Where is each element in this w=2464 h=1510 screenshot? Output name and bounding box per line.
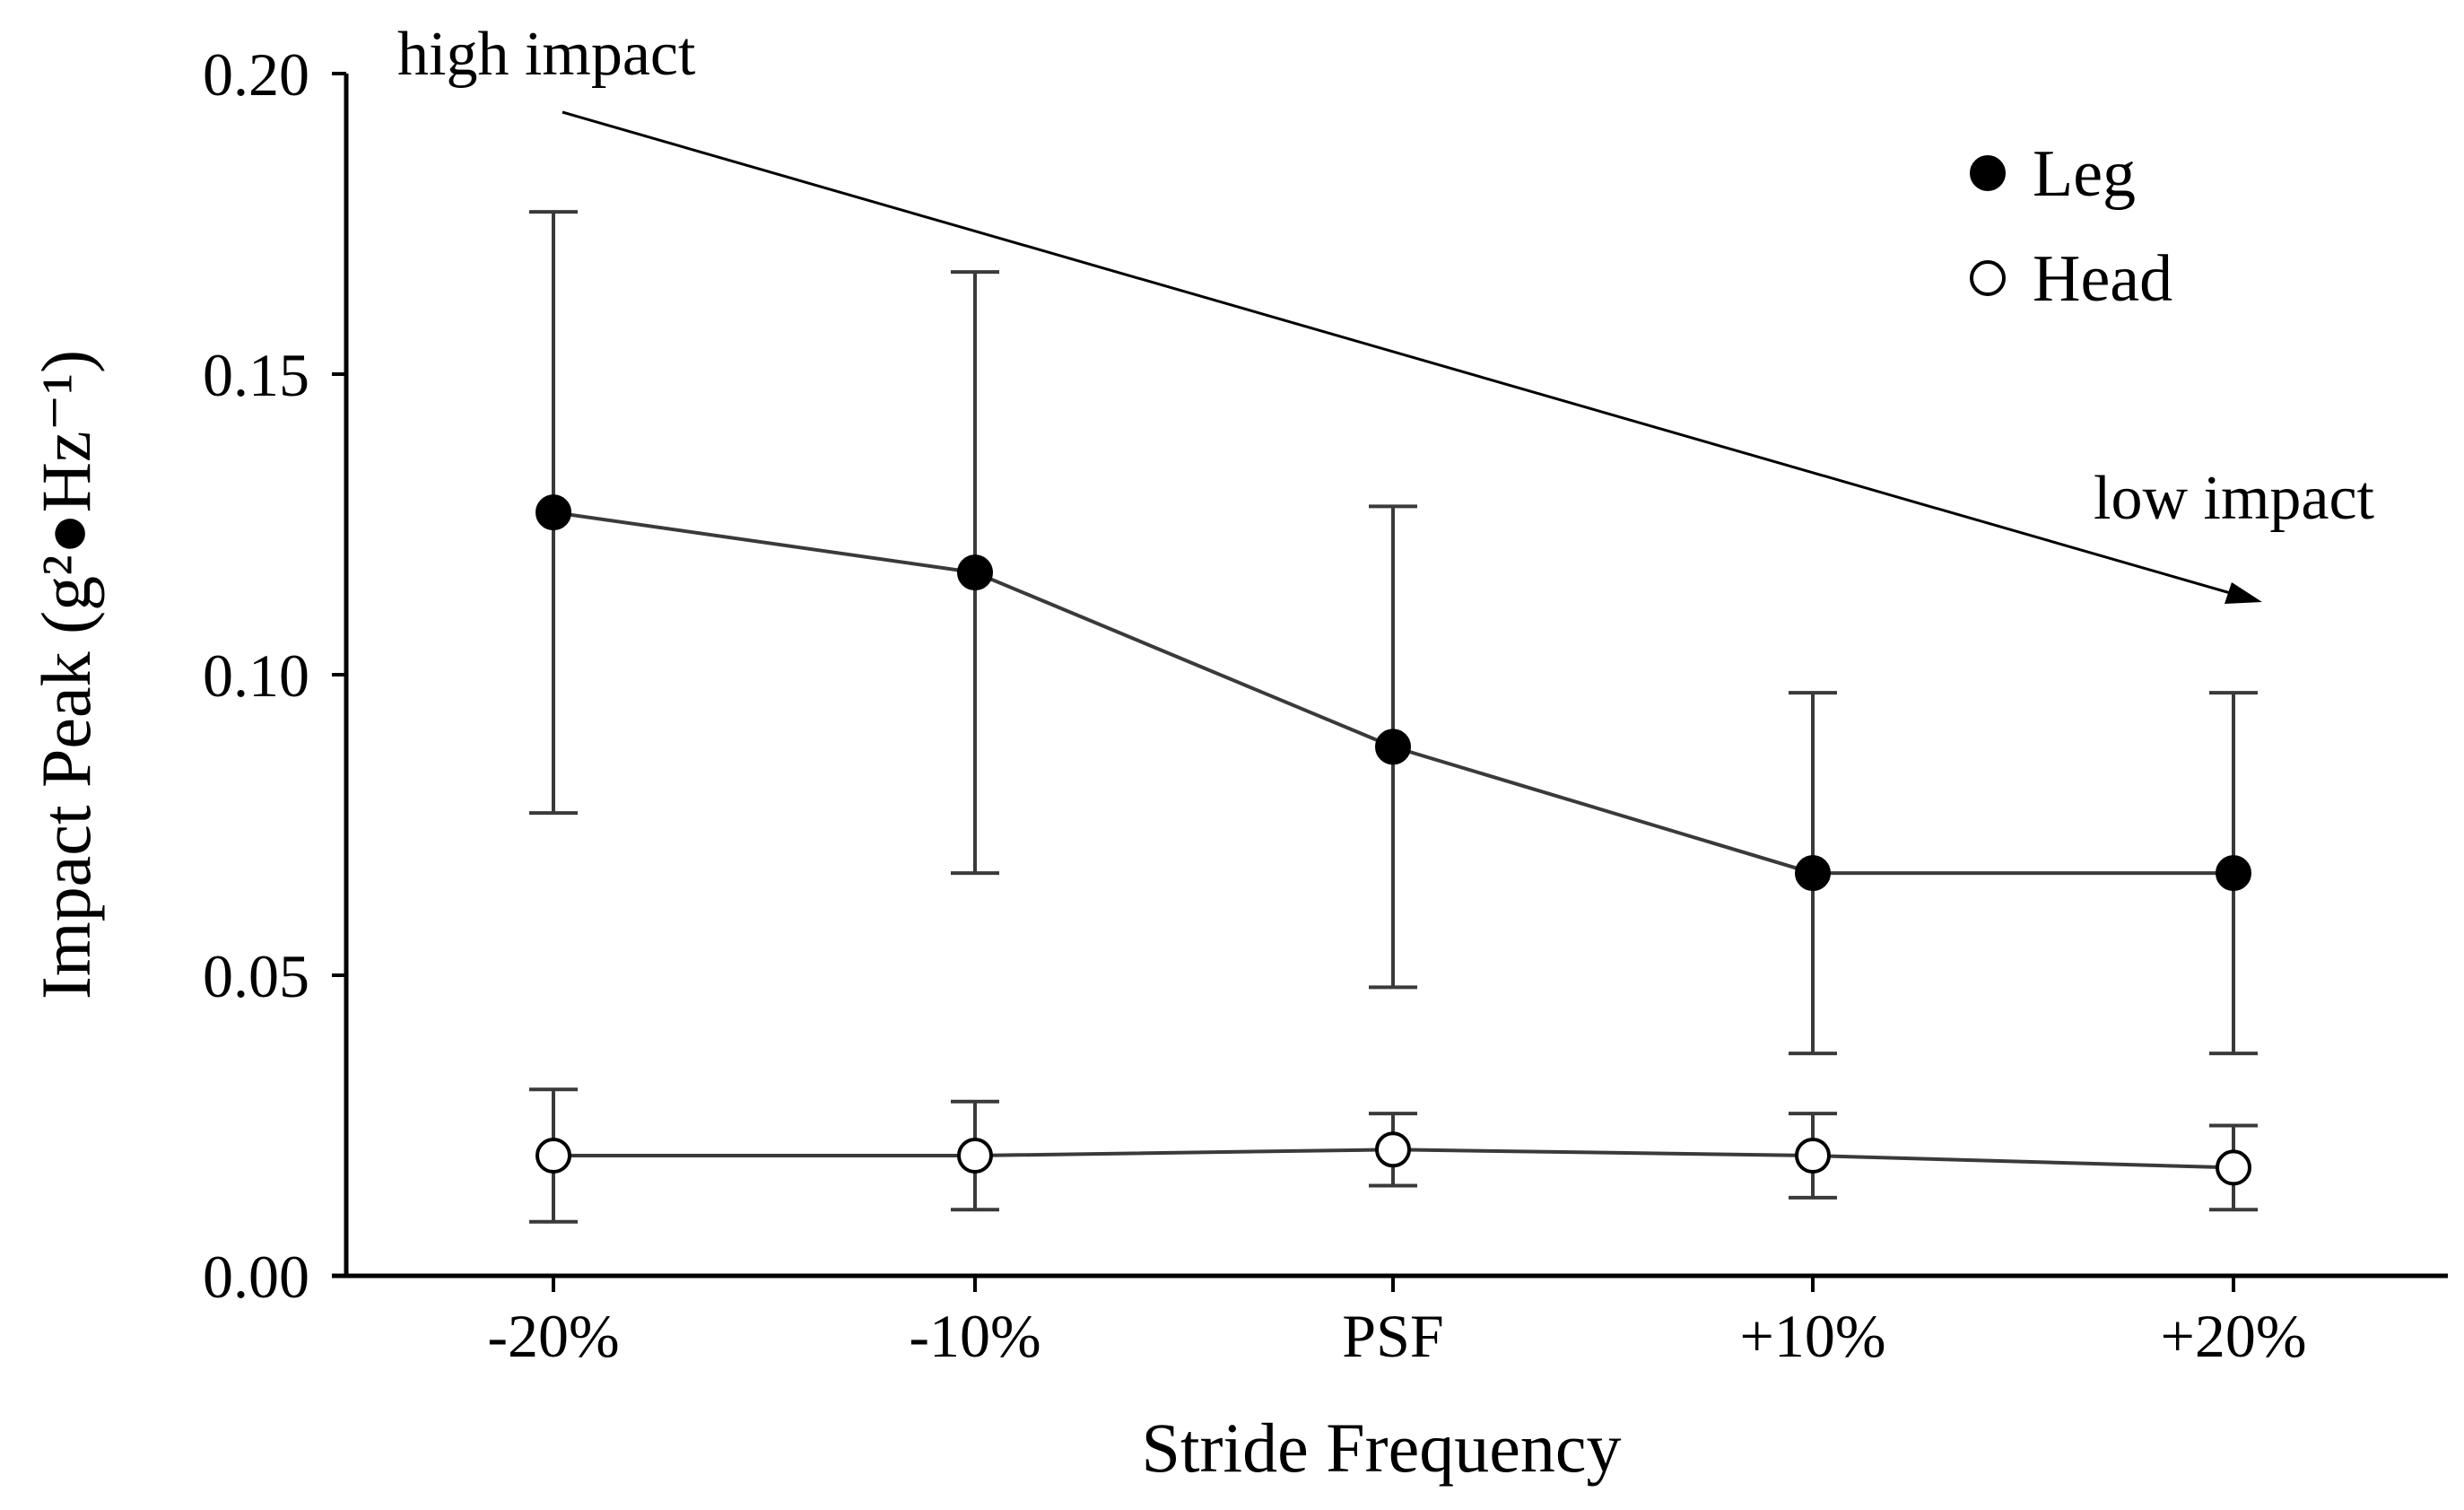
high-impact-annotation: high impact <box>397 20 696 89</box>
head-data-point <box>535 1138 571 1174</box>
x-tick-label: -20% <box>487 1302 619 1370</box>
y-tick-label: 0.20 <box>203 40 309 109</box>
head-data-point <box>2216 1149 2251 1186</box>
series-leg <box>529 210 2258 1056</box>
legend-head-marker <box>1970 260 2006 296</box>
y-tick-label: 0.15 <box>203 341 309 409</box>
legend-leg-marker <box>1970 155 2006 191</box>
head-data-point <box>957 1138 993 1174</box>
low-impact-annotation: low impact <box>2094 464 2375 533</box>
x-ticks: -20% -10% PSF +10% +20% <box>487 1276 2307 1370</box>
leg-data-point <box>1375 729 1411 765</box>
y-tick-label: 0.05 <box>203 942 309 1010</box>
series-layer <box>529 210 2258 1224</box>
legend: Leg Head <box>1970 137 2172 316</box>
x-tick-label: PSF <box>1342 1302 1443 1370</box>
leg-data-point <box>2216 855 2251 892</box>
head-data-point <box>1795 1138 1831 1174</box>
trend-arrow-line <box>562 110 2234 596</box>
trend-arrow <box>562 110 2262 604</box>
x-axis-label: Stride Frequency <box>1141 1409 1621 1487</box>
head-data-point <box>1375 1131 1411 1168</box>
legend-head-label: Head <box>2033 242 2172 316</box>
y-tick-label: 0.00 <box>203 1243 309 1311</box>
y-tick-label: 0.10 <box>203 642 309 710</box>
leg-data-point <box>535 494 571 531</box>
trend-arrow-head <box>2225 582 2262 604</box>
y-axis-label: Impact Peak (g²●Hz⁻¹) <box>27 350 105 999</box>
leg-data-point <box>957 554 993 591</box>
leg-data-point <box>1795 855 1831 892</box>
x-tick-label: +20% <box>2161 1302 2307 1370</box>
y-ticks: 0.00 0.05 0.10 0.15 0.20 <box>203 40 346 1311</box>
legend-leg-label: Leg <box>2033 137 2136 211</box>
x-tick-label: -10% <box>909 1302 1040 1370</box>
x-tick-label: +10% <box>1740 1302 1886 1370</box>
series-head <box>529 1087 2258 1224</box>
